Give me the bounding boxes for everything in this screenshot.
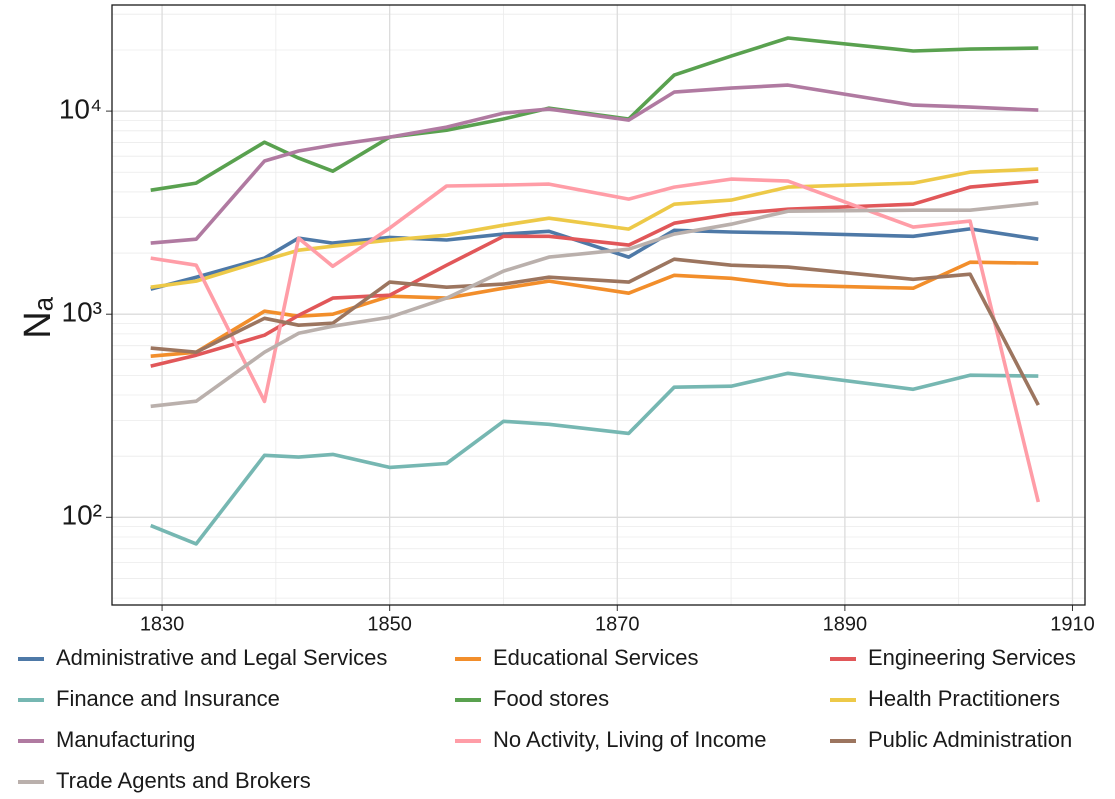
series-line [150, 167, 1039, 289]
legend-item: Engineering Services [830, 645, 1076, 670]
legend-item: Finance and Insurance [18, 686, 280, 711]
legend-item: Public Administration [830, 727, 1072, 752]
y-tick-label: 10³ [62, 297, 102, 328]
grid [112, 5, 1085, 605]
series-line [150, 371, 1039, 546]
legend-item: Food stores [455, 686, 609, 711]
legend-label: Public Administration [868, 727, 1072, 752]
legend-label: Finance and Insurance [56, 686, 280, 711]
legend-label: Administrative and Legal Services [56, 645, 387, 670]
legend-label: Manufacturing [56, 727, 195, 752]
series-line [150, 201, 1039, 409]
legend-item: Educational Services [455, 645, 698, 670]
legend-item: Trade Agents and Brokers [18, 768, 311, 793]
x-tick-label: 1890 [823, 613, 868, 635]
legend-label: Engineering Services [868, 645, 1076, 670]
series-line [150, 227, 1039, 291]
legend-item: Health Practitioners [830, 686, 1060, 711]
x-tick-label: 1850 [367, 613, 412, 635]
series-line [150, 257, 1040, 406]
y-tick-label: 10⁴ [59, 93, 102, 124]
series-line [150, 36, 1039, 192]
legend-label: Food stores [493, 686, 609, 711]
x-tick-label: 1830 [140, 613, 185, 635]
y-axis-label: Nₐ [17, 296, 59, 338]
legend-item: Manufacturing [18, 727, 195, 752]
legend-label: Educational Services [493, 645, 698, 670]
plot-frame [111, 4, 1086, 606]
legend-item: No Activity, Living of Income [455, 727, 767, 752]
legend-label: Health Practitioners [868, 686, 1060, 711]
series-line [150, 177, 1041, 503]
y-tick-label: 10² [62, 500, 102, 531]
x-tick-label: 1870 [595, 613, 640, 635]
series-line [150, 83, 1039, 245]
x-tick-label: 1910 [1050, 613, 1095, 635]
legend-label: No Activity, Living of Income [493, 727, 767, 752]
legend-label: Trade Agents and Brokers [56, 768, 311, 793]
legend-item: Administrative and Legal Services [18, 645, 387, 670]
